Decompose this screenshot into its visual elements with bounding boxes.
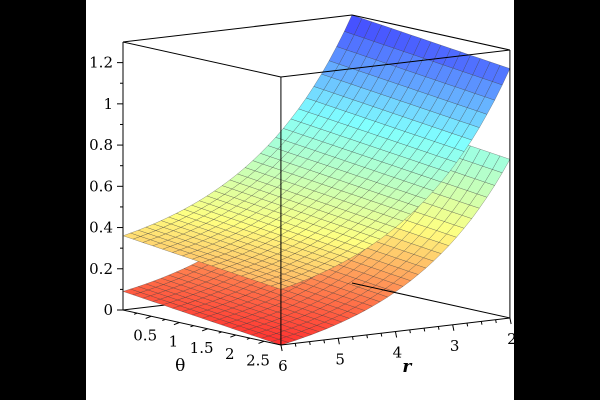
r-minor-tick <box>351 336 354 340</box>
r-tick-label: 4 <box>393 344 403 362</box>
theta-tick-label: 2.5 <box>246 351 270 369</box>
r-tick <box>452 324 455 331</box>
r-tick-label: 2 <box>507 330 514 348</box>
box-edge-floor-right <box>351 282 511 319</box>
r-tick <box>337 338 340 345</box>
r-tick <box>394 331 398 338</box>
r-tick-label: 6 <box>278 357 288 375</box>
box-edge-back-top <box>122 14 353 43</box>
z-tick-label: 0.6 <box>89 177 113 195</box>
box-edge-top-front <box>280 49 510 78</box>
r-minor-tick <box>409 329 411 334</box>
tick-marks <box>117 62 512 352</box>
r-minor-tick <box>480 321 483 325</box>
r-tick-label: 5 <box>335 350 345 368</box>
theta-minor-tick <box>190 325 194 328</box>
box-edge-top-right <box>351 14 511 51</box>
surface-upper <box>122 14 511 290</box>
box-edge-theta-axis <box>122 309 282 346</box>
r-axis-title: r <box>402 357 412 377</box>
tick-labels: 0 0.2 0.4 0.6 0.8 1 1.2 0.5 1 1.5 2 2.5 θ 6 5 4 3 2 r <box>89 54 514 378</box>
theta-tick-label: 0.5 <box>133 326 157 344</box>
surface-plot: 0 0.2 0.4 0.6 0.8 1 1.2 0.5 1 1.5 2 2.5 θ 6 5 4 3 2 r <box>89 14 514 378</box>
theta-tick <box>258 340 265 344</box>
z-tick-label: 0.4 <box>89 219 113 237</box>
theta-tick-label: 1.5 <box>190 339 214 357</box>
plot-panel: 0 0.2 0.4 0.6 0.8 1 1.2 0.5 1 1.5 2 2.5 θ 6 5 4 3 2 r <box>86 0 514 400</box>
r-minor-tick <box>466 322 469 327</box>
z-tick-label: 1.2 <box>89 54 113 72</box>
theta-minor-tick <box>218 331 222 334</box>
r-minor-tick <box>323 339 326 344</box>
r-minor-tick <box>294 343 297 347</box>
r-minor-tick <box>495 319 497 324</box>
z-tick-label: 1 <box>103 95 113 113</box>
r-minor-tick <box>366 334 368 339</box>
r-tick-label: 3 <box>450 337 460 355</box>
z-tick-label: 0 <box>103 301 113 319</box>
surface-cell <box>344 14 363 35</box>
r-minor-tick <box>423 328 426 332</box>
theta-tick-label: 2 <box>225 345 235 363</box>
r-minor-tick <box>380 333 383 337</box>
z-tick-label: 0.8 <box>89 136 113 154</box>
theta-tick-label: 1 <box>169 333 179 351</box>
r-tick <box>280 344 283 352</box>
r-tick <box>509 317 512 325</box>
z-tick-label: 0.2 <box>89 260 113 278</box>
theta-minor-tick <box>246 337 251 340</box>
surfaces <box>122 14 511 346</box>
r-minor-tick <box>437 326 440 330</box>
theta-minor-tick <box>162 318 166 322</box>
box-edge-top-left <box>122 41 282 78</box>
theta-axis-title: θ <box>175 356 185 376</box>
theta-tick <box>230 334 236 338</box>
r-minor-tick <box>309 341 311 346</box>
theta-tick <box>145 315 152 319</box>
theta-tick <box>173 322 180 326</box>
theta-tick <box>201 328 208 332</box>
theta-minor-tick <box>133 312 138 315</box>
